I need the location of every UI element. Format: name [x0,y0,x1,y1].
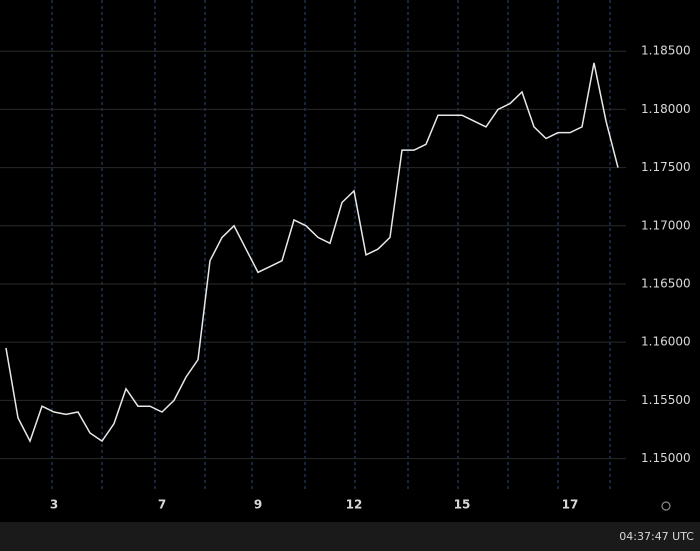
x-tick-label: 9 [254,498,262,512]
x-tick-label: 7 [158,498,166,512]
settings-icon[interactable] [661,501,671,511]
y-tick-label: 1.15500 [641,393,691,407]
price-line [5,62,619,444]
y-tick-label: 1.16000 [641,335,691,349]
y-tick-label: 1.17500 [641,160,691,174]
x-tick-label: 17 [562,498,579,512]
y-tick-label: 1.18500 [641,44,691,58]
x-tick-label: 15 [454,498,471,512]
y-tick-label: 1.15000 [641,451,691,465]
x-tick-label: 3 [50,498,58,512]
status-bar [0,522,700,551]
x-tick-label: 12 [346,498,363,512]
y-tick-label: 1.16500 [641,276,691,290]
clock: 04:37:47 UTC [619,530,694,543]
y-tick-label: 1.17000 [641,218,691,232]
y-tick-label: 1.18000 [641,102,691,116]
